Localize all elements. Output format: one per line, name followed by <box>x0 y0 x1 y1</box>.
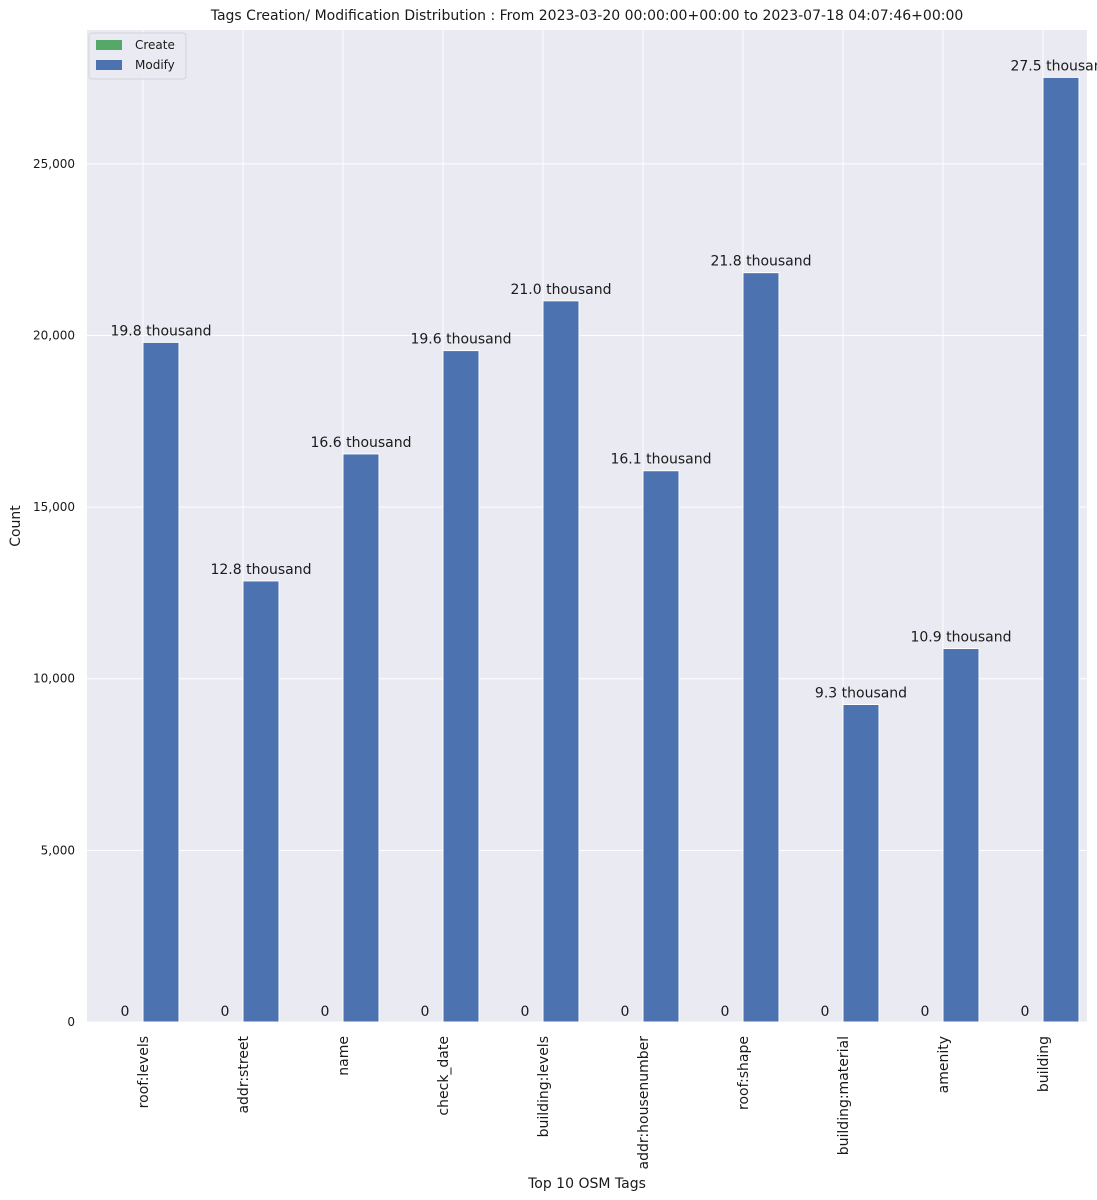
modify-bar <box>1042 76 1080 1023</box>
legend-swatch <box>96 40 122 50</box>
legend-label: Modify <box>135 58 175 72</box>
y-tick-label: 5,000 <box>41 843 75 857</box>
modify-bar <box>142 341 180 1023</box>
x-tick-label: check_date <box>436 1036 452 1116</box>
y-tick-label: 0 <box>67 1015 75 1029</box>
create-value-label: 0 <box>621 1004 630 1020</box>
create-value-label: 0 <box>721 1004 730 1020</box>
y-tick-label: 15,000 <box>33 500 75 514</box>
x-tick-label: building:material <box>836 1036 852 1155</box>
y-tick-label: 20,000 <box>33 328 75 342</box>
x-axis-ticks: roof:levels addr:street name check_date buil… <box>136 1035 1052 1169</box>
modify-value-label: 27.5 thousand <box>1010 58 1097 74</box>
modify-bar <box>742 272 780 1023</box>
modify-bar <box>942 648 980 1023</box>
y-tick-label: 10,000 <box>33 672 75 686</box>
bar-labels: 0 19.8 thousand 0 12.8 thousand 0 16.6 thousa… <box>110 58 1097 1020</box>
modify-value-label: 19.8 thousand <box>110 323 211 339</box>
modify-value-label: 19.6 thousand <box>410 332 511 348</box>
chart-title: Tags Creation/ Modification Distribution… <box>210 8 964 24</box>
y-axis-ticks: 0 5,000 10,000 15,000 20,000 25,000 <box>33 157 75 1029</box>
modify-value-label: 21.0 thousand <box>510 282 611 298</box>
x-tick-label: addr:housenumber <box>636 1036 652 1170</box>
modify-bar <box>642 470 680 1023</box>
modify-value-label: 21.8 thousand <box>710 254 811 270</box>
modify-bar <box>842 703 880 1023</box>
x-tick-label: roof:levels <box>136 1036 152 1108</box>
x-tick-label: roof:shape <box>736 1036 752 1110</box>
create-value-label: 0 <box>921 1004 930 1020</box>
modify-bar <box>242 580 280 1023</box>
modify-bar <box>542 300 580 1023</box>
create-value-label: 0 <box>521 1004 530 1020</box>
modify-value-label: 9.3 thousand <box>815 685 907 701</box>
modify-value-label: 12.8 thousand <box>210 562 311 578</box>
create-value-label: 0 <box>321 1004 330 1020</box>
legend-swatch <box>96 60 122 70</box>
create-value-label: 0 <box>121 1004 130 1020</box>
y-tick-label: 25,000 <box>33 157 75 171</box>
y-axis-label: Count <box>8 505 24 547</box>
x-axis-label: Top 10 OSM Tags <box>527 1176 646 1192</box>
bars <box>142 76 1080 1023</box>
plot-area <box>87 30 1087 1022</box>
x-tick-label: building:levels <box>536 1036 552 1137</box>
create-value-label: 0 <box>821 1004 830 1020</box>
modify-value-label: 10.9 thousand <box>910 630 1011 646</box>
modify-bar <box>442 350 480 1023</box>
create-value-label: 0 <box>421 1004 430 1020</box>
x-tick-label: amenity <box>936 1036 952 1093</box>
x-tick-label: addr:street <box>236 1035 252 1113</box>
create-value-label: 0 <box>221 1004 230 1020</box>
modify-value-label: 16.6 thousand <box>310 435 411 451</box>
x-tick-label: name <box>336 1036 352 1076</box>
modify-value-label: 16.1 thousand <box>610 452 711 468</box>
modify-bar <box>342 453 380 1023</box>
create-value-label: 0 <box>1021 1004 1030 1020</box>
x-tick-label: building <box>1036 1036 1052 1092</box>
legend: Create Modify <box>88 32 187 80</box>
legend-label: Create <box>135 38 175 52</box>
